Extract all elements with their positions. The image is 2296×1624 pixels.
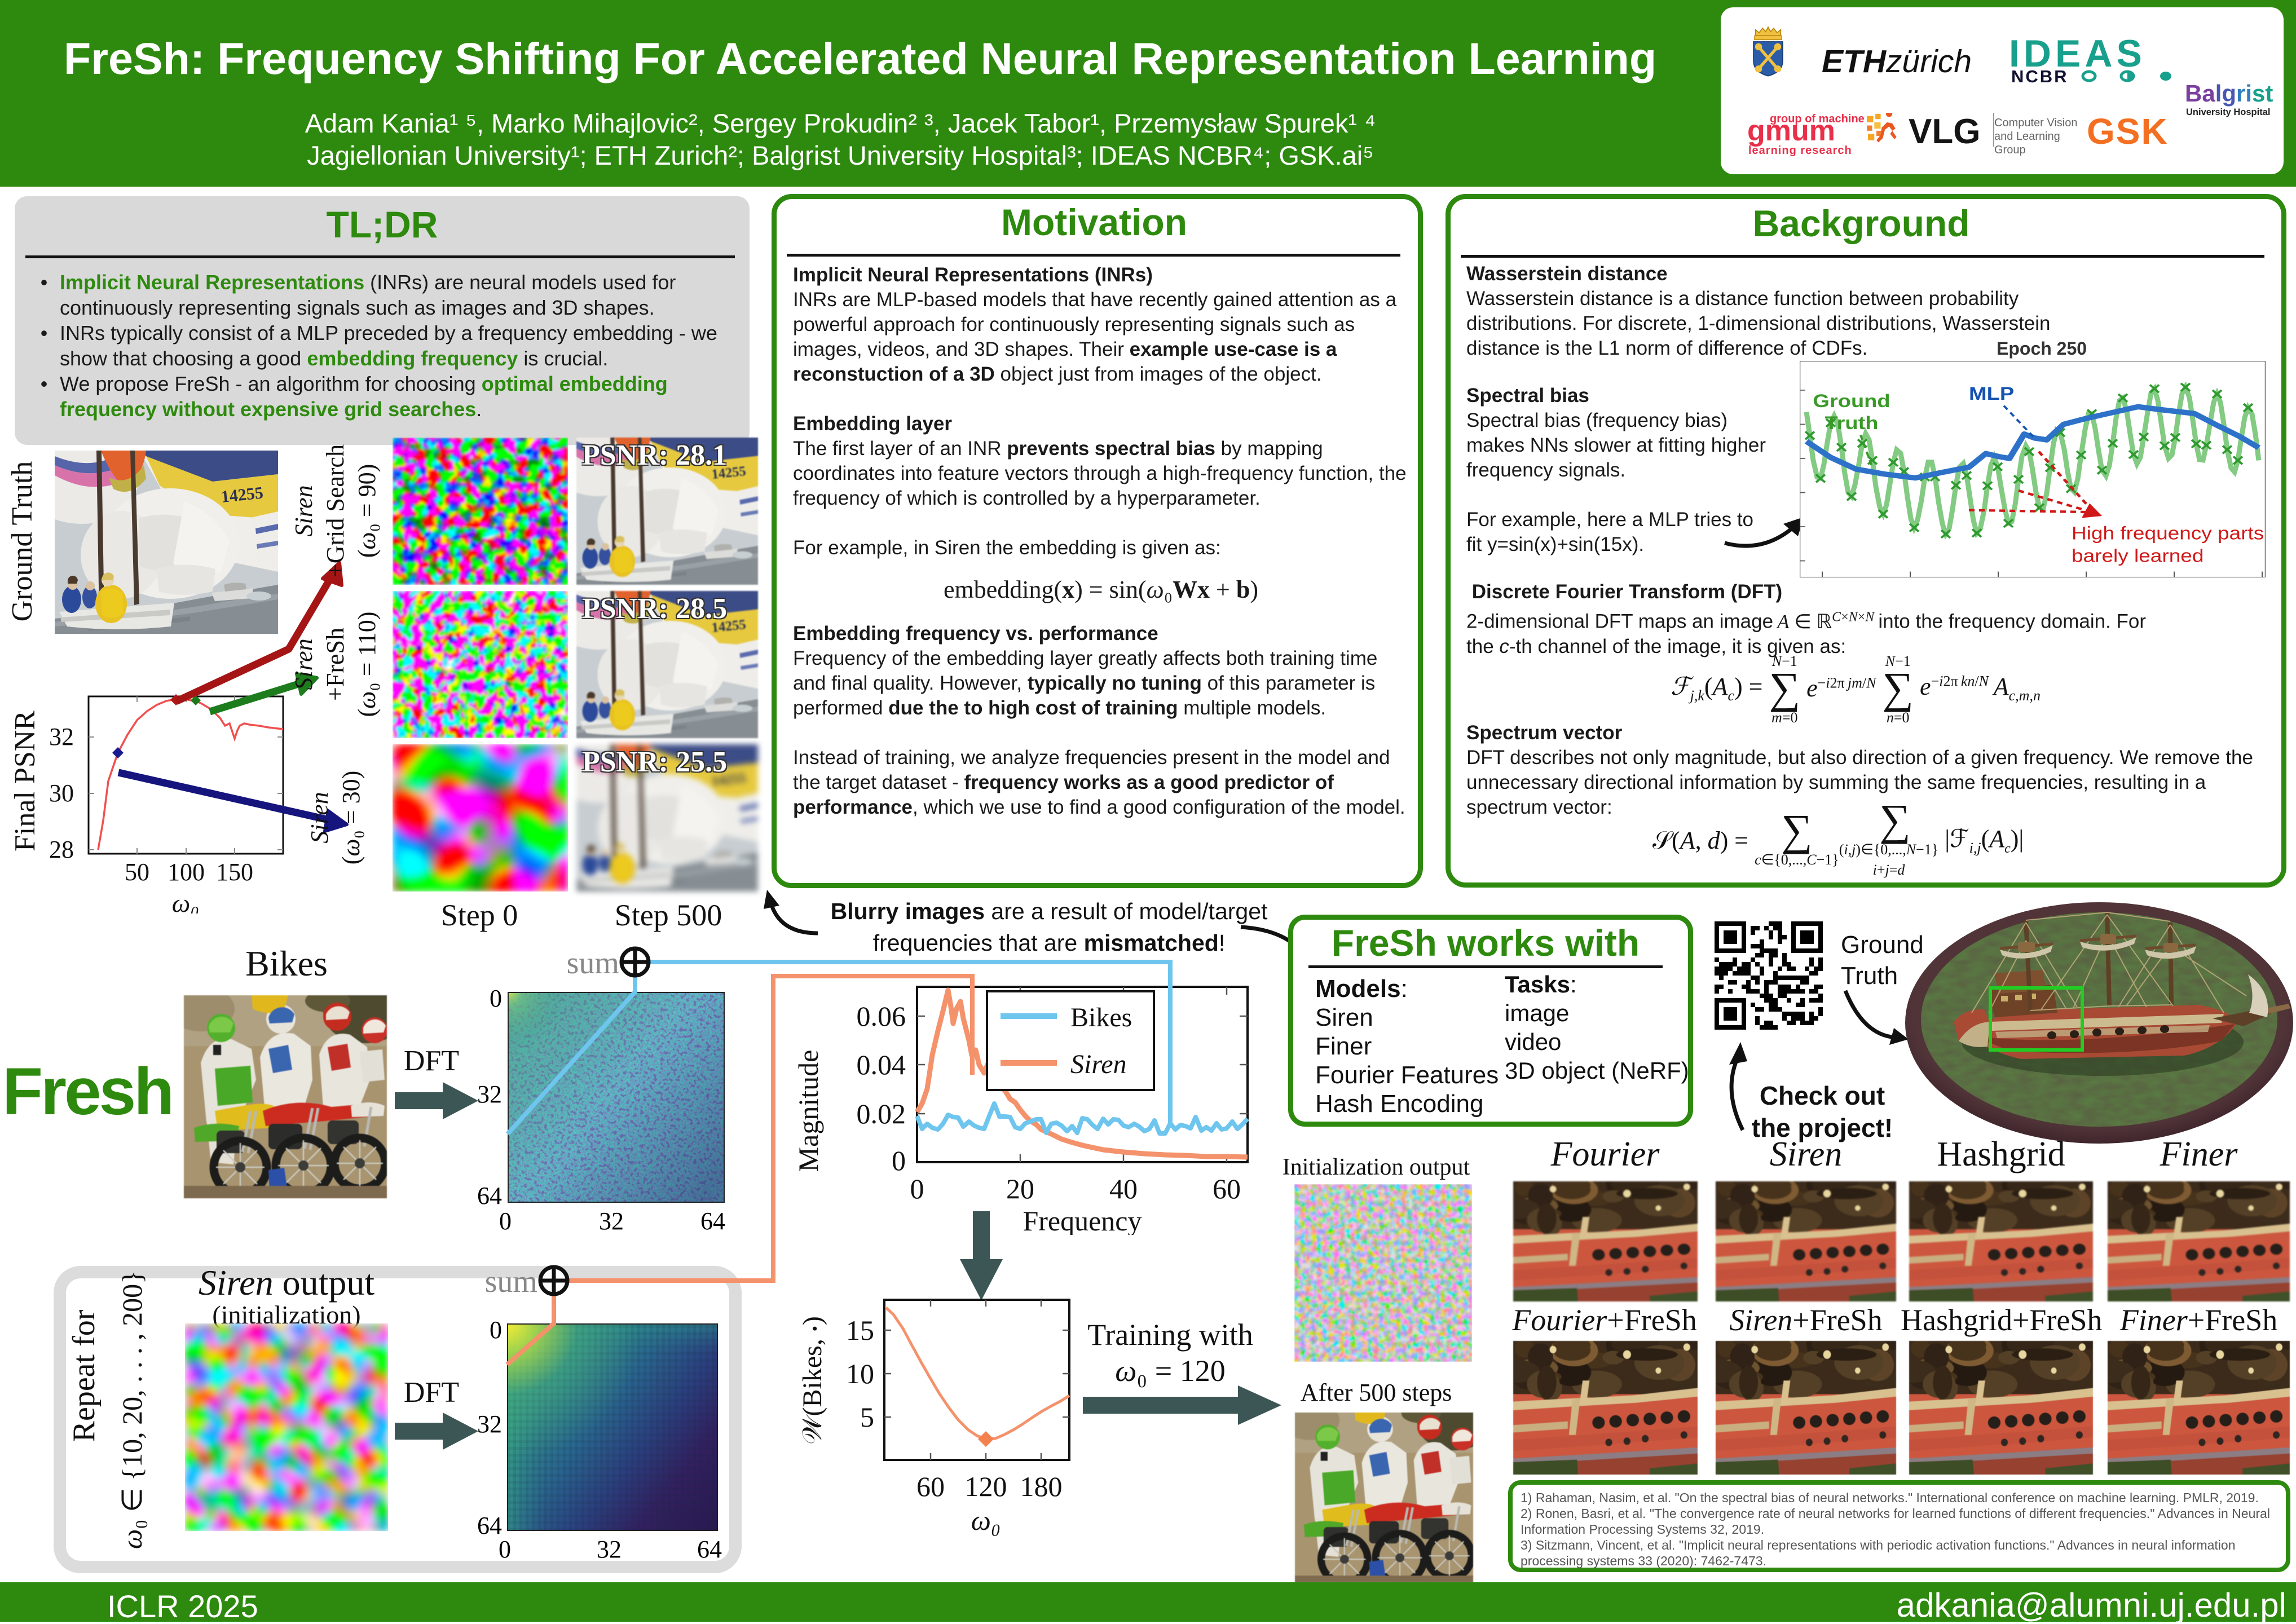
svg-text:30: 30 [49, 779, 74, 807]
svg-text:15: 15 [846, 1314, 874, 1346]
svg-text:120: 120 [965, 1471, 1007, 1502]
svg-text:MLP: MLP [1969, 383, 2014, 404]
svg-text:0: 0 [892, 1145, 906, 1176]
svg-text:150: 150 [216, 858, 253, 886]
svg-text:40: 40 [1109, 1173, 1138, 1204]
svg-text:0.02: 0.02 [857, 1098, 906, 1129]
svg-text:sum: sum [485, 1264, 537, 1299]
svg-text:10: 10 [846, 1358, 874, 1389]
svg-text:28: 28 [49, 836, 74, 863]
svg-text:0.04: 0.04 [857, 1049, 906, 1080]
svg-text:Siren: Siren [1070, 1049, 1127, 1079]
svg-text:5: 5 [860, 1401, 874, 1433]
svg-text:High frequency parts are: High frequency parts are [2072, 524, 2266, 544]
svg-text:ω₀: ω₀ [172, 889, 199, 914]
svg-text:Frequency: Frequency [1023, 1205, 1142, 1235]
svg-text:0.06: 0.06 [857, 1000, 906, 1032]
svg-text:0: 0 [910, 1173, 924, 1204]
svg-text:50: 50 [125, 858, 149, 886]
svg-text:60: 60 [1213, 1173, 1241, 1204]
svg-text:60: 60 [916, 1471, 945, 1502]
svg-text:Magnitude: Magnitude [795, 1050, 824, 1172]
svg-text:Ground: Ground [1813, 391, 1890, 412]
svg-text:Bikes: Bikes [1070, 1003, 1132, 1032]
svg-text:20: 20 [1006, 1173, 1034, 1204]
svg-text:ω₀: ω₀ [971, 1504, 1001, 1536]
svg-text:180: 180 [1020, 1471, 1063, 1502]
svg-text:barely learned: barely learned [2072, 546, 2204, 566]
svg-text:𝒲(Bikes, ⋅): 𝒲(Bikes, ⋅) [797, 1316, 827, 1445]
svg-text:32: 32 [49, 723, 74, 751]
svg-text:Truth: Truth [1825, 412, 1879, 433]
svg-text:sum: sum [567, 946, 619, 981]
svg-text:100: 100 [168, 858, 205, 886]
